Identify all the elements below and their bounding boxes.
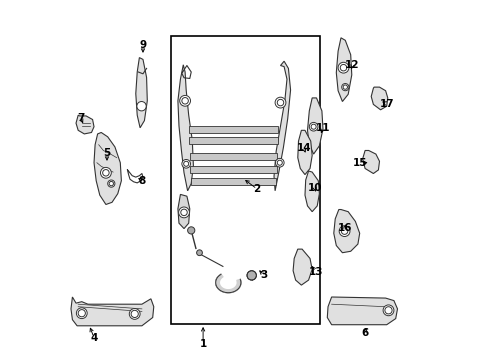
Text: 14: 14 <box>296 143 310 153</box>
Circle shape <box>246 271 256 280</box>
Circle shape <box>179 95 190 106</box>
Polygon shape <box>190 166 276 173</box>
Polygon shape <box>76 115 94 134</box>
Text: 2: 2 <box>253 184 260 194</box>
Polygon shape <box>178 65 193 191</box>
Polygon shape <box>136 58 147 128</box>
Polygon shape <box>215 274 241 293</box>
Text: 10: 10 <box>307 183 321 193</box>
Text: 1: 1 <box>199 339 206 349</box>
Text: 9: 9 <box>139 40 146 50</box>
Text: 15: 15 <box>352 158 367 168</box>
Text: 3: 3 <box>260 270 267 280</box>
Polygon shape <box>178 194 189 229</box>
Polygon shape <box>305 171 319 212</box>
Text: 5: 5 <box>103 148 110 158</box>
Text: 11: 11 <box>315 123 329 133</box>
Polygon shape <box>94 132 121 204</box>
Circle shape <box>76 308 87 319</box>
Text: 7: 7 <box>77 113 84 123</box>
Polygon shape <box>333 210 359 253</box>
Polygon shape <box>292 249 311 285</box>
Circle shape <box>275 158 284 167</box>
Circle shape <box>187 227 194 234</box>
Text: 16: 16 <box>337 222 352 233</box>
Circle shape <box>339 226 349 237</box>
Circle shape <box>137 102 146 111</box>
Text: 17: 17 <box>379 99 393 109</box>
Circle shape <box>337 62 348 73</box>
Polygon shape <box>191 178 276 185</box>
Circle shape <box>182 159 190 168</box>
Polygon shape <box>336 38 351 102</box>
Polygon shape <box>297 130 311 175</box>
Circle shape <box>341 84 348 91</box>
Polygon shape <box>188 137 277 144</box>
Circle shape <box>178 207 189 218</box>
Polygon shape <box>188 126 277 133</box>
Text: 6: 6 <box>361 328 368 338</box>
Polygon shape <box>273 61 290 191</box>
Text: 8: 8 <box>138 176 145 186</box>
Circle shape <box>107 180 115 187</box>
Text: 13: 13 <box>308 267 323 277</box>
Bar <box>170 36 320 324</box>
Polygon shape <box>189 153 276 160</box>
Polygon shape <box>370 87 387 110</box>
Polygon shape <box>71 297 153 326</box>
Circle shape <box>382 305 393 316</box>
Polygon shape <box>362 150 379 174</box>
Polygon shape <box>307 98 322 154</box>
Circle shape <box>129 309 140 319</box>
Circle shape <box>309 122 317 131</box>
Circle shape <box>196 250 202 256</box>
Polygon shape <box>326 297 397 325</box>
Circle shape <box>101 167 111 178</box>
Text: 12: 12 <box>345 60 359 70</box>
Circle shape <box>275 97 285 108</box>
Text: 4: 4 <box>90 333 98 343</box>
